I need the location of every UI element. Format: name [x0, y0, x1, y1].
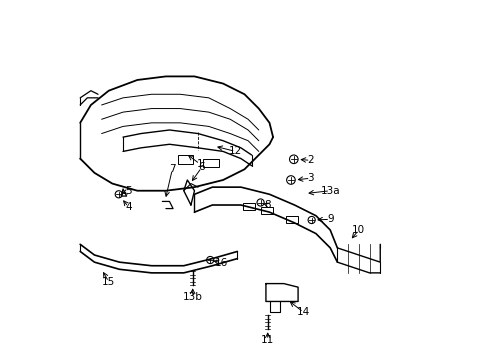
Bar — [260, 207, 272, 214]
Text: 16: 16 — [214, 258, 227, 268]
Text: 12: 12 — [228, 147, 242, 157]
Text: 1: 1 — [196, 159, 203, 169]
Text: 3: 3 — [306, 173, 313, 183]
Bar — [178, 155, 192, 164]
Text: 2: 2 — [306, 156, 313, 165]
Text: 5: 5 — [125, 186, 131, 197]
Text: 9: 9 — [326, 214, 333, 224]
Text: 13a: 13a — [320, 186, 339, 196]
Text: 7: 7 — [169, 164, 175, 174]
Text: 13b: 13b — [183, 292, 202, 302]
Text: 4: 4 — [125, 202, 131, 212]
Bar — [203, 158, 219, 167]
Text: 10: 10 — [351, 225, 365, 235]
Text: 14: 14 — [296, 307, 309, 317]
Bar — [285, 216, 298, 223]
Bar — [242, 203, 255, 210]
Text: 8: 8 — [264, 200, 270, 210]
Text: 11: 11 — [261, 335, 274, 345]
Text: 6: 6 — [198, 162, 204, 172]
Text: 15: 15 — [102, 277, 115, 287]
